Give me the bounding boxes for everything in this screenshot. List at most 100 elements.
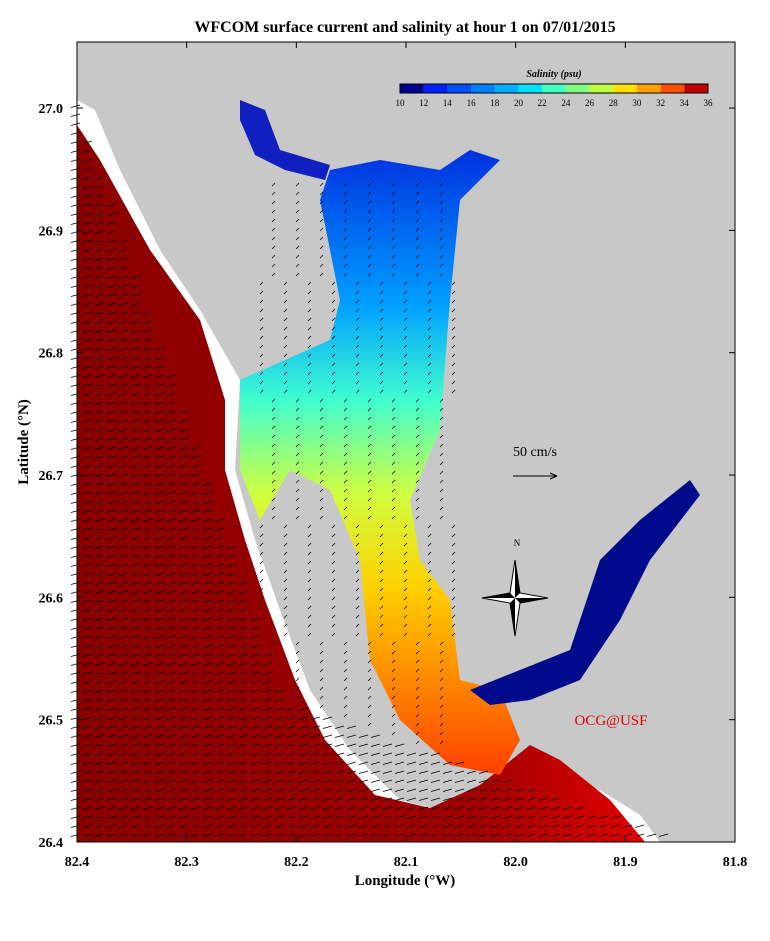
current-vector	[319, 677, 324, 682]
current-vector	[130, 815, 141, 819]
colorbar-tick-label: 22	[538, 98, 547, 108]
current-vector	[142, 338, 153, 342]
current-vector	[439, 686, 444, 691]
current-vector	[439, 659, 444, 664]
y-tick-label: 26.7	[39, 469, 64, 484]
current-vector	[295, 209, 300, 214]
current-vector	[178, 482, 189, 486]
current-vector	[502, 815, 513, 819]
current-vector	[106, 455, 117, 459]
current-vector	[190, 455, 201, 459]
current-vector	[430, 752, 441, 756]
current-vector	[538, 797, 549, 801]
current-vector	[307, 389, 312, 394]
current-vector	[379, 335, 384, 340]
current-vector	[94, 536, 105, 540]
current-vector	[319, 686, 324, 691]
current-vector	[259, 335, 264, 340]
current-vector	[334, 788, 345, 792]
current-vector	[451, 605, 456, 610]
current-vector	[319, 695, 324, 700]
current-vector	[343, 236, 348, 241]
current-vector	[82, 464, 93, 468]
current-vector	[310, 806, 321, 810]
current-vector	[82, 608, 93, 612]
current-vector	[82, 635, 93, 639]
current-vector	[451, 578, 456, 583]
current-vector	[178, 770, 189, 774]
current-vector	[295, 398, 300, 403]
current-vector	[370, 833, 381, 837]
current-vector	[319, 416, 324, 421]
current-vector	[250, 716, 261, 720]
current-vector	[310, 743, 321, 747]
current-vector	[178, 446, 189, 450]
current-vector	[598, 833, 609, 837]
current-vector	[403, 335, 408, 340]
current-vector	[82, 455, 93, 459]
current-vector	[418, 779, 429, 783]
current-vector	[118, 752, 129, 756]
current-vector	[406, 779, 417, 783]
current-vector	[331, 308, 336, 313]
current-vector	[106, 419, 117, 423]
current-vector	[106, 392, 117, 396]
current-vector	[439, 227, 444, 232]
current-vector	[82, 554, 93, 558]
current-vector	[226, 680, 237, 684]
current-vector	[190, 554, 201, 558]
current-vector	[310, 779, 321, 783]
current-vector	[259, 362, 264, 367]
current-vector	[370, 788, 381, 792]
current-vector	[319, 443, 324, 448]
current-vector	[70, 419, 81, 423]
current-vector	[451, 362, 456, 367]
current-vector	[106, 590, 117, 594]
current-vector	[442, 797, 453, 801]
current-vector	[271, 218, 276, 223]
current-vector	[415, 506, 420, 511]
current-vector	[262, 671, 273, 675]
current-vector	[130, 419, 141, 423]
current-vector	[202, 590, 213, 594]
current-vector	[319, 488, 324, 493]
current-vector	[334, 725, 345, 729]
current-vector	[238, 716, 249, 720]
current-vector	[394, 752, 405, 756]
current-vector	[355, 380, 360, 385]
current-vector	[367, 398, 372, 403]
current-vector	[82, 356, 93, 360]
current-vector	[415, 236, 420, 241]
current-vector	[166, 581, 177, 585]
current-vector	[130, 797, 141, 801]
current-vector	[118, 644, 129, 648]
current-vector	[295, 200, 300, 205]
current-vector	[154, 554, 165, 558]
current-vector	[214, 572, 225, 576]
current-vector	[154, 446, 165, 450]
x-tick-label: 82.2	[284, 855, 309, 870]
current-vector	[178, 536, 189, 540]
current-vector	[118, 437, 129, 441]
current-vector	[178, 734, 189, 738]
current-vector	[478, 824, 489, 828]
current-vector	[106, 221, 117, 225]
current-vector	[70, 833, 81, 837]
current-vector	[70, 104, 81, 108]
current-vector	[106, 437, 117, 441]
current-vector	[394, 833, 405, 837]
current-vector	[295, 686, 300, 691]
current-vector	[214, 743, 225, 747]
current-vector	[130, 338, 141, 342]
current-vector	[106, 410, 117, 414]
current-vector	[106, 365, 117, 369]
current-vector	[202, 806, 213, 810]
current-vector	[403, 542, 408, 547]
current-vector	[166, 455, 177, 459]
current-vector	[367, 668, 372, 673]
current-vector	[142, 752, 153, 756]
current-vector	[190, 752, 201, 756]
current-vector	[226, 554, 237, 558]
current-vector	[142, 581, 153, 585]
y-tick-label: 26.9	[39, 224, 64, 239]
